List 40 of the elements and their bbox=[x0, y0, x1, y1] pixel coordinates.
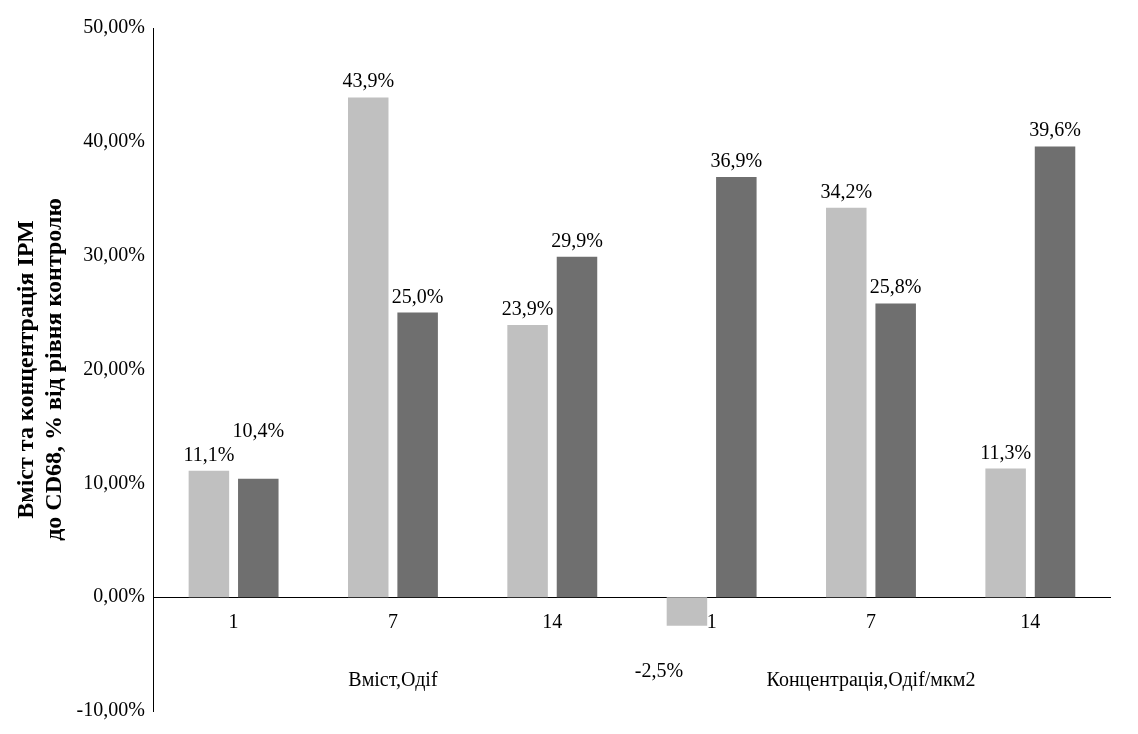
bar bbox=[826, 207, 867, 598]
data-label: 10,4% bbox=[232, 418, 285, 441]
y-tick-label: -10,00% bbox=[76, 698, 145, 721]
annotation: Концентрація,Одіf/мкм2 bbox=[766, 668, 976, 692]
data-label: 23,9% bbox=[501, 297, 554, 320]
bar bbox=[716, 177, 757, 598]
x-tick-label: 7 bbox=[387, 610, 398, 633]
bar bbox=[1034, 146, 1076, 598]
bar bbox=[875, 303, 916, 598]
y-tick-label: 20,00% bbox=[83, 356, 145, 379]
x-tick-label: 14 bbox=[1020, 610, 1041, 633]
bar bbox=[397, 312, 438, 598]
y-tick-label: 0,00% bbox=[93, 584, 145, 607]
data-label: 11,3% bbox=[980, 440, 1032, 463]
y-tick-label: 30,00% bbox=[83, 242, 145, 265]
y-tick-label: 50,00% bbox=[83, 15, 145, 38]
data-label: 34,2% bbox=[820, 179, 873, 202]
bar bbox=[188, 470, 230, 598]
data-label: 43,9% bbox=[342, 69, 395, 92]
x-tick-label: 1 bbox=[228, 610, 239, 633]
data-label: 11,1% bbox=[183, 442, 235, 465]
data-label: 25,0% bbox=[391, 284, 444, 307]
annotation: Вміст,Одіf bbox=[348, 668, 438, 692]
y-tick-label: 10,00% bbox=[83, 470, 145, 493]
data-label: 29,9% bbox=[551, 228, 603, 251]
y-tick-label: 40,00% bbox=[83, 129, 145, 152]
bar bbox=[556, 256, 598, 598]
y-axis-title: Вміст та концентрація ІРМ до CD68, % від рівня контролю bbox=[11, 198, 67, 541]
data-label: 39,6% bbox=[1029, 118, 1081, 141]
bar bbox=[347, 97, 389, 598]
bar bbox=[985, 468, 1026, 598]
bar bbox=[507, 325, 548, 598]
data-label: -2,5% bbox=[634, 658, 684, 681]
data-label: 25,8% bbox=[869, 275, 922, 298]
x-tick-label: 14 bbox=[542, 610, 563, 633]
data-label: 36,9% bbox=[710, 149, 763, 172]
x-tick-label: 1 bbox=[706, 610, 717, 633]
bar bbox=[238, 478, 279, 598]
bar bbox=[666, 597, 708, 626]
x-tick-label: 7 bbox=[865, 610, 876, 633]
